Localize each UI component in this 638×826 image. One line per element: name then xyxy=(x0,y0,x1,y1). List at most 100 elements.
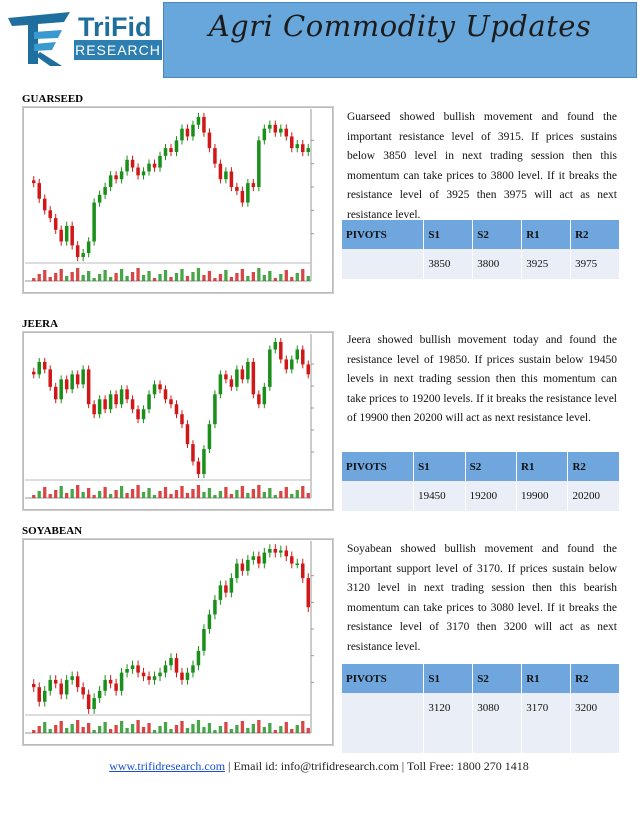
candle-body xyxy=(257,140,261,187)
volume-bar xyxy=(196,720,201,733)
volume-bar xyxy=(43,270,47,281)
volume-bar xyxy=(202,727,206,733)
candle-body xyxy=(290,556,294,564)
candle-body xyxy=(279,550,283,553)
website-link[interactable]: www.trifidresearch.com xyxy=(109,759,226,773)
pivot-header: R1 xyxy=(516,452,569,481)
jeera-chart xyxy=(22,331,334,511)
candle-body xyxy=(125,669,129,673)
candle-body xyxy=(240,369,245,380)
candle-body xyxy=(240,563,245,571)
volume-bar xyxy=(59,486,63,498)
candle-body xyxy=(97,399,102,415)
volume-bar xyxy=(207,723,212,733)
pivot-value: 19450 xyxy=(413,481,466,511)
volume-bar xyxy=(229,729,234,733)
volume-bar xyxy=(147,271,151,281)
volume-bar xyxy=(81,727,85,733)
candle-body xyxy=(213,599,217,615)
volume-bar xyxy=(268,723,272,733)
volume-bar xyxy=(158,726,162,733)
candle-body xyxy=(75,245,80,257)
candle-body xyxy=(213,394,217,425)
volume-bar xyxy=(213,730,217,733)
candle-body xyxy=(246,183,250,203)
candle-body xyxy=(64,679,69,695)
volume-bar xyxy=(163,487,168,498)
candle-body xyxy=(290,136,294,149)
volume-bar xyxy=(108,494,113,498)
volume-bar xyxy=(191,724,195,733)
candle-body xyxy=(295,563,300,566)
candle-body xyxy=(37,687,41,702)
pivot-header: S1 xyxy=(413,452,466,481)
volume-bar xyxy=(251,724,255,733)
volume-bar xyxy=(114,725,118,733)
volume-bar xyxy=(87,723,91,733)
candle-body xyxy=(163,389,168,400)
title-banner: Agri Commodity Updates xyxy=(163,2,637,78)
volume-bar xyxy=(119,486,124,498)
candle-body xyxy=(152,384,157,395)
volume-bar xyxy=(185,728,190,733)
volume-bar xyxy=(229,494,234,498)
volume-bar xyxy=(202,275,206,281)
volume-bar xyxy=(141,492,146,498)
volume-bar xyxy=(108,277,113,281)
volume-bar xyxy=(136,720,140,733)
volume-bar xyxy=(32,495,36,498)
candle-body xyxy=(158,672,162,677)
candle-body xyxy=(284,359,289,370)
candle-body xyxy=(202,449,206,474)
candle-body xyxy=(246,361,250,380)
candle-body xyxy=(37,361,41,375)
volume-bar xyxy=(92,730,96,733)
candle-body xyxy=(218,374,223,395)
chart-frame xyxy=(23,539,333,745)
volume-bar xyxy=(43,722,47,733)
candle-body xyxy=(92,404,96,415)
volume-bar xyxy=(224,270,228,281)
volume-bar xyxy=(43,487,47,498)
volume-bar xyxy=(306,493,310,498)
candle-body xyxy=(191,665,195,673)
volume-bar xyxy=(92,278,96,281)
volume-bar xyxy=(169,494,173,498)
volume-bar xyxy=(279,274,283,281)
volume-bar xyxy=(125,493,129,498)
page-title: Agri Commodity Updates xyxy=(208,9,592,43)
candle-body xyxy=(251,556,256,560)
volume-bar xyxy=(130,272,135,281)
pivot-value: 19200 xyxy=(465,481,518,511)
candle-body xyxy=(86,241,91,254)
candle-body xyxy=(295,144,300,149)
candle-body xyxy=(246,559,250,571)
pivot-value xyxy=(342,693,425,723)
candle-body xyxy=(53,386,58,400)
volume-bar xyxy=(81,275,85,281)
pivot-empty-cell xyxy=(521,723,572,753)
volume-bar xyxy=(213,495,217,498)
candle-body xyxy=(48,369,52,387)
volume-bar xyxy=(37,274,41,281)
candle-body xyxy=(48,210,52,219)
soyabean-chart xyxy=(22,538,334,746)
volume-bar xyxy=(48,729,52,733)
candle-body xyxy=(279,128,283,133)
volume-bar xyxy=(257,268,261,281)
volume-bar xyxy=(284,487,288,498)
candle-body xyxy=(306,364,311,375)
volume-bar xyxy=(147,723,151,733)
volume-bar xyxy=(191,489,195,498)
soyabean-pivot-table: PIVOTS S1 S2 R1 R2 3120 3080 3170 3200 xyxy=(342,664,620,753)
pivot-empty-cell xyxy=(342,723,425,753)
volume-bar xyxy=(136,268,140,281)
volume-bar xyxy=(218,274,223,281)
pivot-header: R1 xyxy=(521,220,572,249)
candle-body xyxy=(141,171,146,176)
candle-body xyxy=(251,361,256,395)
candle-body xyxy=(169,148,173,152)
pivot-header: PIVOTS xyxy=(342,452,415,481)
candle-body xyxy=(202,117,206,133)
candle-body xyxy=(59,683,63,695)
